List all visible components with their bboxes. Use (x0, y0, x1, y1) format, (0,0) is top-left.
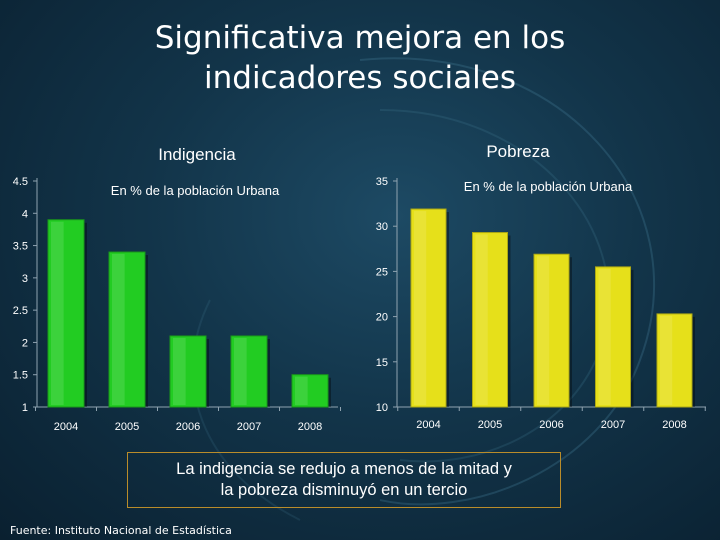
indigencia-y-tick-label: 3.5 (13, 241, 28, 253)
pobreza-bar-2006 (533, 253, 570, 408)
indigencia-bar-highlight (295, 376, 308, 405)
pobreza-x-label: 2004 (416, 419, 440, 431)
indigencia-bar-2004 (47, 219, 85, 408)
slide-title-line-2: indicadores sociales (204, 60, 516, 96)
summary-line-2: la pobreza disminuyó en un tercio (220, 481, 468, 499)
slide-title: Significativa mejora en los indicadores … (0, 18, 720, 98)
slide-title-line-1: Significativa mejora en los (154, 20, 566, 56)
indigencia-y-tick-label: 2.5 (13, 305, 28, 317)
indigencia-y-tick-label: 2 (22, 337, 28, 349)
indigencia-bar-2006 (169, 335, 207, 408)
pobreza-y-tick-label: 20 (376, 312, 388, 324)
pobreza-chart-title: Pobreza (486, 142, 550, 161)
summary-box: La indigencia se redujo a menos de la mi… (127, 452, 561, 508)
indigencia-bar-highlight (112, 254, 125, 405)
pobreza-y-tick-label: 30 (376, 221, 388, 233)
pobreza-bar-2004 (410, 208, 447, 408)
pobreza-bar-highlight (537, 256, 550, 405)
indigencia-x-label: 2004 (54, 421, 78, 433)
indigencia-bar-highlight (173, 337, 186, 405)
pobreza-y-tick-label: 25 (376, 266, 388, 278)
pobreza-y-tick-label: 10 (376, 402, 388, 414)
source-note: Fuente: Instituto Nacional de Estadístic… (10, 524, 232, 537)
indigencia-bar-2008 (291, 374, 329, 408)
indigencia-y-tick-label: 4 (22, 208, 28, 220)
pobreza-bar-2007 (595, 266, 631, 408)
summary-line-1: La indigencia se redujo a menos de la mi… (176, 460, 512, 478)
pobreza-x-label: 2005 (478, 419, 502, 431)
pobreza-y-tick-label: 15 (376, 357, 388, 369)
pobreza-x-label: 2006 (539, 419, 563, 431)
pobreza-bar-2008 (656, 313, 693, 408)
indigencia-bar-highlight (51, 221, 64, 405)
indigencia-x-label: 2007 (237, 421, 261, 433)
indigencia-bar-2007 (230, 335, 268, 408)
pobreza-bar-highlight (475, 234, 488, 405)
indigencia-x-label: 2005 (115, 421, 139, 433)
pobreza-x-label: 2008 (662, 419, 686, 431)
pobreza-chart-subtitle: En % de la población Urbana (464, 179, 633, 194)
indigencia-chart-title: Indigencia (158, 145, 236, 164)
indigencia-bar-highlight (234, 337, 247, 405)
pobreza-x-label: 2007 (601, 419, 625, 431)
indigencia-y-tick-label: 1.5 (13, 370, 28, 382)
pobreza-bar-highlight (660, 315, 673, 405)
indigencia-y-tick-label: 1 (22, 402, 28, 414)
indigencia-x-label: 2008 (298, 421, 322, 433)
pobreza-bar-2005 (472, 232, 508, 408)
indigencia-y-tick-label: 4.5 (13, 176, 28, 188)
pobreza-y-tick-label: 35 (376, 176, 388, 188)
indigencia-y-tick-label: 3 (22, 273, 28, 285)
indigencia-bar-2005 (108, 251, 146, 408)
pobreza-bar-highlight (598, 268, 611, 405)
pobreza-bar-highlight (414, 211, 427, 405)
indigencia-chart-subtitle: En % de la población Urbana (111, 183, 280, 198)
indigencia-x-label: 2006 (176, 421, 200, 433)
